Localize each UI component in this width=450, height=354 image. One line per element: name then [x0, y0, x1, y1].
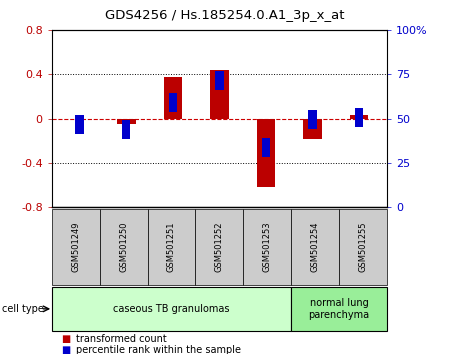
Bar — [169, 92, 177, 99]
Bar — [308, 110, 317, 126]
Bar — [117, 119, 135, 124]
Text: GSM501249: GSM501249 — [71, 222, 80, 272]
Text: caseous TB granulomas: caseous TB granulomas — [113, 304, 230, 314]
Bar — [256, 119, 275, 187]
Text: transformed count: transformed count — [76, 334, 166, 344]
Text: GDS4256 / Hs.185254.0.A1_3p_x_at: GDS4256 / Hs.185254.0.A1_3p_x_at — [105, 9, 345, 22]
Text: ■: ■ — [61, 346, 70, 354]
Bar — [262, 138, 270, 154]
Bar — [76, 128, 84, 134]
Bar — [303, 119, 322, 138]
Text: GSM501255: GSM501255 — [359, 222, 368, 272]
Text: normal lung
parenchyma: normal lung parenchyma — [309, 298, 369, 320]
Bar — [169, 96, 177, 112]
Bar — [355, 112, 363, 127]
Text: GSM501253: GSM501253 — [263, 222, 272, 272]
Bar — [262, 151, 270, 157]
Bar — [122, 120, 130, 136]
Text: GSM501250: GSM501250 — [119, 222, 128, 272]
Bar — [210, 70, 229, 119]
Bar — [122, 133, 130, 139]
Text: GSM501254: GSM501254 — [310, 222, 320, 272]
Bar — [76, 115, 84, 131]
Text: ■: ■ — [61, 334, 70, 344]
Bar — [163, 76, 182, 119]
Text: GSM501252: GSM501252 — [215, 222, 224, 272]
Text: percentile rank within the sample: percentile rank within the sample — [76, 346, 241, 354]
Bar — [308, 122, 317, 129]
Bar — [350, 115, 369, 119]
Text: cell type: cell type — [2, 304, 44, 314]
Text: GSM501251: GSM501251 — [167, 222, 176, 272]
Bar — [355, 108, 363, 115]
Bar — [215, 71, 224, 78]
Bar — [215, 74, 224, 90]
